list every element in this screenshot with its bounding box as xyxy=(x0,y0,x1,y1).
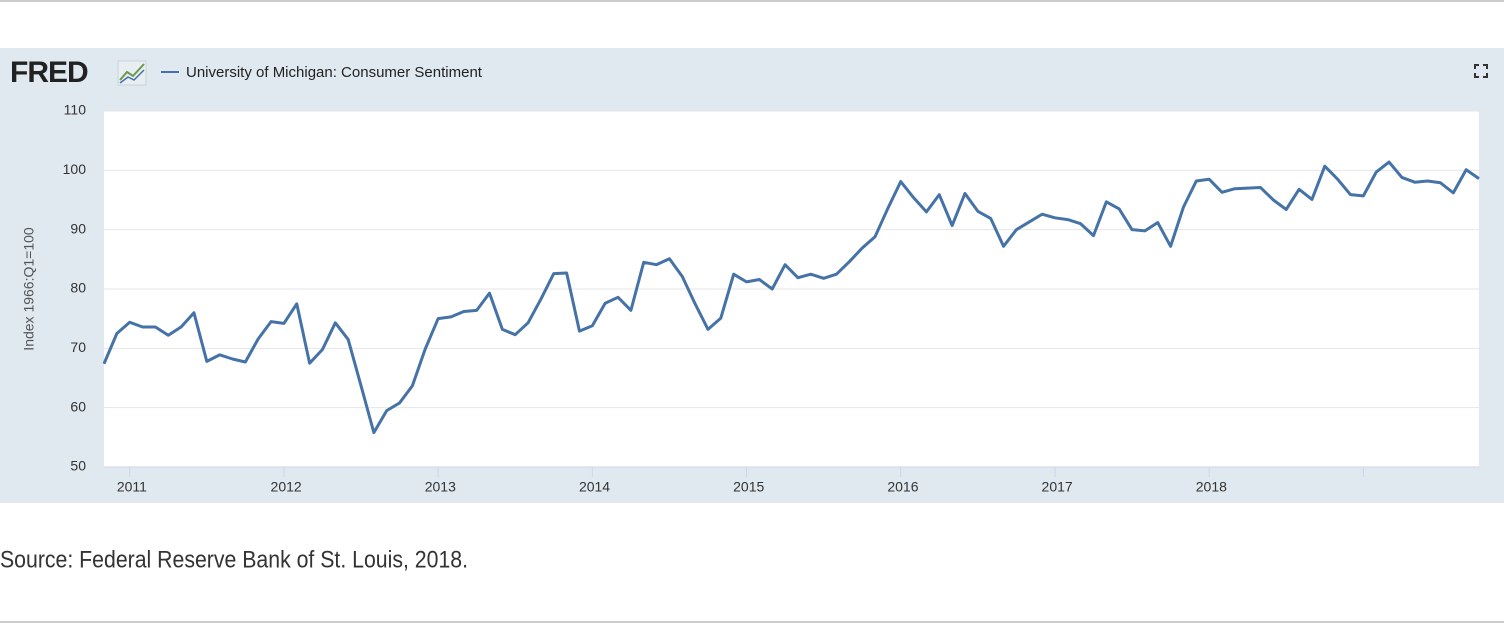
y-tick-label: 80 xyxy=(70,280,86,296)
y-tick-label: 100 xyxy=(63,161,87,177)
y-tick-label: 110 xyxy=(64,102,87,118)
x-tick-label: 2014 xyxy=(579,479,610,495)
logo: FRED xyxy=(10,56,88,89)
y-tick-label: 60 xyxy=(70,398,86,414)
x-tick-label: 2016 xyxy=(887,479,918,495)
x-tick-label: 2015 xyxy=(733,479,764,495)
x-tick-label: 2017 xyxy=(1042,479,1073,495)
y-tick-label: 90 xyxy=(70,220,86,236)
x-tick-label: 2013 xyxy=(425,479,456,495)
source-note: Source: Federal Reserve Bank of St. Loui… xyxy=(0,546,468,573)
x-tick-label: 2018 xyxy=(1196,479,1227,495)
data-line xyxy=(102,160,1480,435)
fullscreen-icon[interactable] xyxy=(1474,64,1488,78)
y-tick-label: 70 xyxy=(70,339,86,355)
y-axis-label: Index 1966:Q1=100 xyxy=(21,227,37,351)
y-tick-label: 50 xyxy=(70,458,86,474)
logo-icon xyxy=(117,60,147,86)
x-tick-label: 2011 xyxy=(117,479,147,495)
legend-label: University of Michigan: Consumer Sentime… xyxy=(186,64,483,81)
x-tick-label: 2012 xyxy=(271,479,302,495)
